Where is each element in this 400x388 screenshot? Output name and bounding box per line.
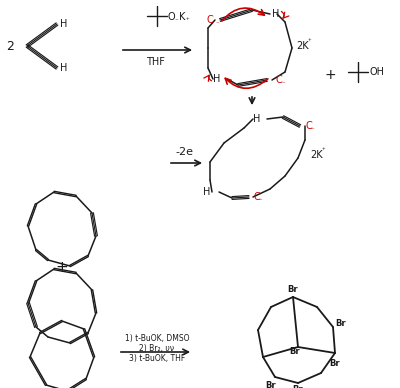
Text: C: C — [254, 192, 261, 202]
Text: ⁺: ⁺ — [322, 148, 326, 154]
Text: Br: Br — [330, 359, 340, 367]
Text: H: H — [213, 74, 220, 84]
Text: C: C — [276, 75, 283, 85]
Text: Br: Br — [336, 319, 346, 327]
Text: ⁺: ⁺ — [308, 39, 312, 45]
Text: H: H — [60, 63, 67, 73]
Text: ⁻: ⁻ — [175, 18, 179, 24]
Text: H: H — [203, 187, 210, 197]
Text: +: + — [56, 260, 68, 275]
Text: 2K: 2K — [296, 41, 309, 51]
Text: OH: OH — [370, 67, 385, 77]
Text: C: C — [306, 121, 313, 131]
Text: ⁺: ⁺ — [186, 18, 190, 24]
Text: Br: Br — [293, 386, 303, 388]
Text: H: H — [253, 114, 260, 124]
Text: 2) Br₂, υν: 2) Br₂, υν — [140, 343, 174, 353]
Text: K: K — [179, 12, 185, 22]
Text: ⁻: ⁻ — [282, 81, 286, 87]
Text: 2: 2 — [6, 40, 14, 52]
Text: -2e: -2e — [175, 147, 193, 157]
Text: ⁻: ⁻ — [310, 127, 314, 133]
Text: 1) t-BuOK, DMSO: 1) t-BuOK, DMSO — [125, 334, 189, 343]
Text: H: H — [272, 9, 279, 19]
Text: Br: Br — [288, 284, 298, 293]
Text: ⁻: ⁻ — [258, 198, 262, 204]
Text: O: O — [168, 12, 176, 22]
Text: 3) t-BuOK, THF: 3) t-BuOK, THF — [129, 353, 185, 362]
Text: Br: Br — [290, 346, 300, 355]
Text: +: + — [324, 68, 336, 82]
Text: 2K: 2K — [310, 150, 323, 160]
Text: H: H — [60, 19, 67, 29]
Text: C: C — [206, 15, 213, 25]
Text: ⁻: ⁻ — [216, 21, 220, 27]
Text: Br: Br — [266, 381, 276, 388]
Text: THF: THF — [146, 57, 164, 67]
